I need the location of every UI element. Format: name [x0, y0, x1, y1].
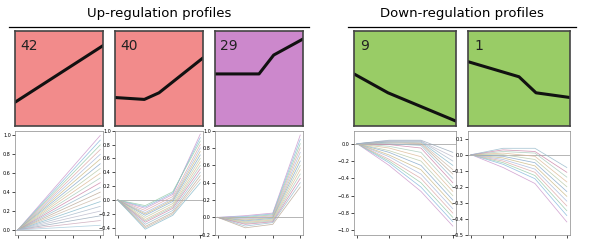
Text: 29: 29 [220, 39, 238, 53]
Text: Down-regulation profiles: Down-regulation profiles [380, 7, 544, 20]
Text: Up-regulation profiles: Up-regulation profiles [87, 7, 231, 20]
Text: 40: 40 [120, 39, 138, 53]
Text: 9: 9 [360, 39, 369, 53]
Text: 42: 42 [20, 39, 38, 53]
Text: 1: 1 [474, 39, 483, 53]
